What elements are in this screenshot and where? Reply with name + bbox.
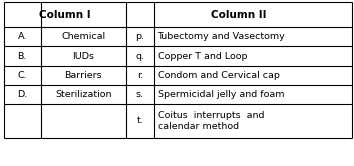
Text: Coitus  interrupts  and
calendar method: Coitus interrupts and calendar method: [158, 111, 264, 131]
Text: Copper T and Loop: Copper T and Loop: [158, 51, 247, 61]
Text: C.: C.: [17, 71, 27, 80]
Text: p.: p.: [135, 32, 144, 42]
Text: Condom and Cervical cap: Condom and Cervical cap: [158, 71, 279, 80]
Text: A.: A.: [17, 32, 27, 42]
Text: r.: r.: [137, 71, 143, 80]
Text: IUDs: IUDs: [72, 51, 94, 61]
Text: s.: s.: [136, 90, 144, 99]
Text: Chemical: Chemical: [61, 32, 105, 42]
Text: Spermicidal jelly and foam: Spermicidal jelly and foam: [158, 90, 284, 99]
Text: t.: t.: [136, 116, 143, 125]
Text: Column I: Column I: [39, 10, 90, 20]
Text: q.: q.: [135, 51, 144, 61]
Text: Column II: Column II: [211, 10, 267, 20]
Text: Tubectomy and Vasectomy: Tubectomy and Vasectomy: [158, 32, 285, 42]
Text: Sterilization: Sterilization: [55, 90, 112, 99]
Text: D.: D.: [17, 90, 27, 99]
Text: B.: B.: [17, 51, 27, 61]
Text: Barriers: Barriers: [64, 71, 102, 80]
